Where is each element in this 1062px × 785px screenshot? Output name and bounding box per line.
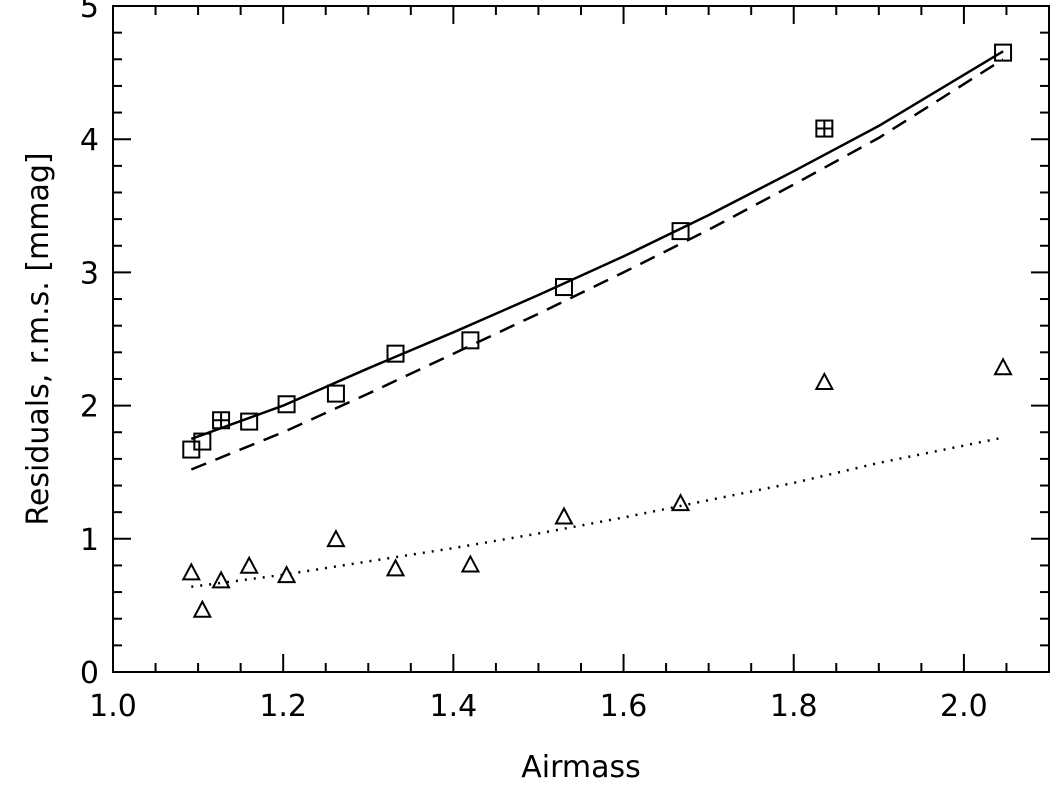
triangle-marker xyxy=(460,554,481,573)
triangle-marker xyxy=(385,558,406,577)
triangle-marker xyxy=(192,599,213,618)
y-tick-label: 5 xyxy=(80,0,99,25)
y-tick-label: 2 xyxy=(80,390,99,425)
triangle-marker xyxy=(993,357,1013,376)
x-tick-label: 2.0 xyxy=(940,689,988,724)
data-markers xyxy=(181,43,1013,618)
axis-ticks xyxy=(112,5,1050,673)
square-marker xyxy=(277,395,296,414)
square-marker xyxy=(461,331,480,350)
square-marker xyxy=(193,432,212,451)
x-tick-label: 1.4 xyxy=(430,689,478,724)
square-marker xyxy=(994,43,1013,62)
y-tick-label: 3 xyxy=(80,256,99,291)
dotted-fit-curve xyxy=(191,436,1004,589)
triangle-marker xyxy=(814,371,835,390)
fit-curves xyxy=(190,50,1004,589)
square-marker xyxy=(671,222,690,241)
dashed-fit-curve xyxy=(190,58,1004,471)
square-marker xyxy=(240,412,259,431)
triangle-marker xyxy=(211,570,231,589)
x-tick-label: 1.2 xyxy=(259,689,307,724)
solid-fit-curve xyxy=(190,50,1004,441)
square-marker xyxy=(386,344,405,363)
square-marker xyxy=(326,384,345,403)
x-tick-label: 1.6 xyxy=(600,689,648,724)
triangle-marker xyxy=(554,506,574,525)
triangle-marker xyxy=(276,564,297,584)
y-axis-title: Residuals, r.m.s. [mmag] xyxy=(21,152,56,525)
square-marker xyxy=(554,278,573,297)
x-tick-label: 1.8 xyxy=(770,689,818,724)
y-tick-label: 1 xyxy=(80,523,99,558)
triangle-marker xyxy=(239,555,259,574)
y-tick-label: 0 xyxy=(80,656,99,691)
triangle-marker xyxy=(670,493,691,512)
y-tick-label: 4 xyxy=(80,123,99,158)
x-axis-title: Airmass xyxy=(521,750,641,785)
tick-labels: 1.0 1.2 1.4 1.6 1.8 2.0 0 1 2 3 4 5 xyxy=(80,0,988,724)
triangle-marker xyxy=(326,529,346,548)
x-tick-label: 1.0 xyxy=(89,689,137,724)
triangle-marker xyxy=(181,562,201,581)
